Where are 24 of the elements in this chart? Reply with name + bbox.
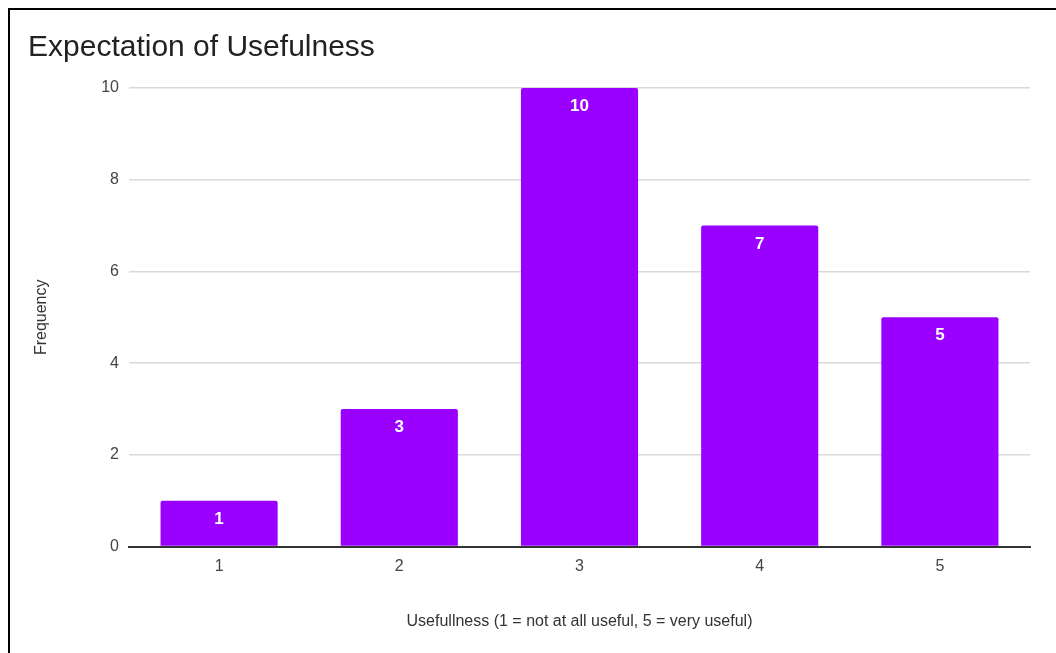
data-label: 3: [394, 417, 405, 437]
y-tick-label: 6: [110, 261, 120, 279]
x-tick-label: 3: [575, 556, 585, 574]
y-tick-label: 4: [110, 353, 120, 371]
y-tick-label: 0: [110, 537, 120, 555]
data-label: 10: [570, 96, 589, 116]
y-tick-label: 2: [110, 445, 120, 463]
data-label: 1: [214, 508, 224, 528]
bar: [520, 88, 639, 546]
chart-title: Expectation of Usefulness: [28, 29, 375, 63]
bar: [340, 409, 458, 546]
bar: [701, 225, 819, 546]
y-tick-label: 8: [110, 170, 120, 188]
x-tick-label: 4: [755, 556, 765, 574]
bar: [160, 500, 278, 546]
x-axis-title: Usefullness (1 = not at all useful, 5 = very useful): [406, 611, 753, 629]
y-axis-title: Frequency: [32, 279, 50, 356]
bar: [881, 317, 999, 546]
x-tick-label: 5: [935, 556, 945, 574]
data-label: 7: [754, 233, 765, 253]
x-tick-label: 1: [214, 556, 224, 574]
y-tick-label: 10: [101, 78, 120, 96]
data-label: 5: [935, 325, 945, 345]
x-tick-label: 2: [394, 556, 404, 574]
